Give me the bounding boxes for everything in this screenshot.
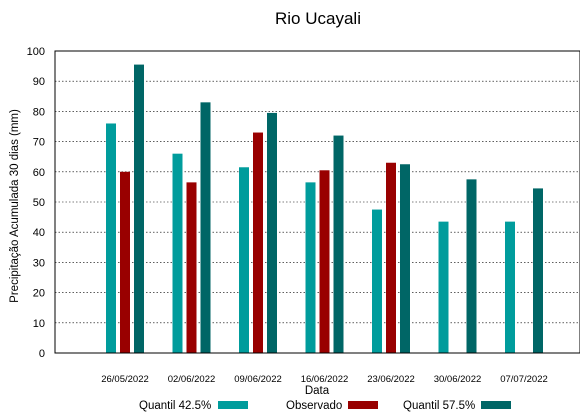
bar (319, 170, 330, 353)
x-tick-label: 23/06/2022 (367, 374, 415, 385)
bar (106, 123, 116, 353)
y-tick-label: 70 (33, 137, 45, 149)
y-tick-label: 100 (27, 46, 45, 58)
bar (466, 179, 477, 353)
bar (505, 221, 515, 353)
y-tick-label: 90 (33, 76, 45, 88)
y-tick-label: 60 (33, 167, 45, 179)
bar (239, 167, 249, 353)
x-tick-label: 07/07/2022 (500, 374, 548, 385)
bar (267, 112, 277, 353)
legend-swatch (481, 401, 511, 409)
y-tick-label: 50 (33, 197, 45, 209)
grid-lines (55, 80, 580, 324)
bar (186, 182, 197, 353)
bar (253, 132, 263, 353)
bar (438, 221, 449, 353)
y-tick-label: 20 (33, 288, 45, 300)
bar (134, 64, 144, 353)
x-tick-labels: 26/05/2022 02/06/2022 09/06/2022 16/06/2022… (101, 374, 548, 385)
bar (533, 188, 543, 353)
y-tick-label: 0 (39, 348, 45, 360)
legend-label: Quantil 57.5% (403, 400, 475, 412)
y-tick-labels: 0 10 20 30 40 50 60 70 80 90 100 (27, 46, 45, 360)
y-tick-label: 80 (33, 106, 45, 118)
chart-title: Rio Ucayali (275, 9, 361, 28)
legend: Quantil 42.5% Observado Quantil 57.5% (139, 400, 511, 412)
x-axis-label: Data (305, 385, 330, 397)
legend-swatch (348, 401, 378, 409)
x-tick-label: 26/05/2022 (101, 374, 149, 385)
bar (305, 182, 316, 353)
y-axis-label: Precipitação Acumulada 30 dias (mm) (9, 109, 21, 303)
x-tick-label: 30/06/2022 (434, 374, 482, 385)
legend-label: Quantil 42.5% (139, 400, 211, 412)
y-tick-label: 30 (33, 257, 45, 269)
bar (200, 102, 211, 353)
legend-swatch (218, 401, 248, 409)
bars (106, 64, 543, 353)
y-tick-label: 40 (33, 227, 45, 239)
x-tick-label: 09/06/2022 (234, 374, 282, 385)
bar (120, 171, 130, 353)
x-tick-label: 02/06/2022 (168, 374, 216, 385)
y-tick-label: 10 (33, 318, 45, 330)
bar (386, 162, 396, 353)
plot-frame (54, 50, 580, 354)
bar (333, 135, 344, 353)
legend-label: Observado (286, 400, 342, 412)
bar (400, 164, 410, 353)
x-tick-label: 16/06/2022 (301, 374, 349, 385)
bar (172, 153, 183, 353)
bar (372, 209, 382, 353)
